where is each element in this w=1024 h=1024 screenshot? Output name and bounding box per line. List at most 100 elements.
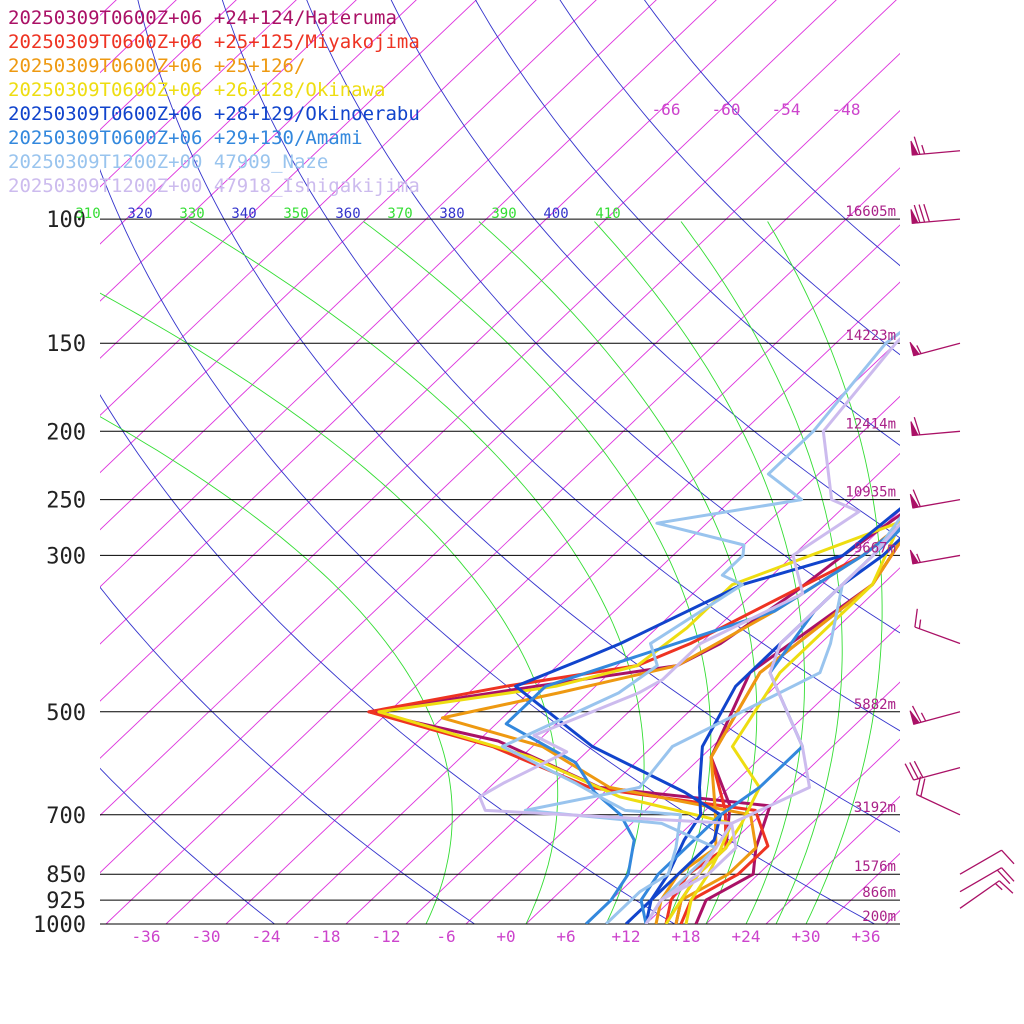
isotherm-line [225,281,900,924]
dewpoint-profile-line [664,533,897,924]
upper-isotherm-label: -48 [832,100,861,119]
temperature-profile-line [367,523,900,924]
legend-entry: 20250309T1200Z+00 47918_Ishigakijima [8,175,420,197]
height-label: 10935m [845,485,896,501]
height-label: 14223m [845,328,896,344]
isotherm-line [100,0,657,531]
temperature-tick-label: -18 [312,927,341,946]
wind-barb [915,776,961,816]
temperature-tick-label: +36 [852,927,881,946]
pressure-label: 850 [46,863,86,888]
height-label: 3192m [854,800,896,816]
temperature-tick-label: -6 [436,927,455,946]
upper-isotherm-label: -66 [652,100,681,119]
pressure-label: 100 [46,208,86,233]
isotherm-line [100,52,900,817]
isotherm-line [105,167,900,924]
wind-barb [910,203,961,224]
temperature-profile-line [500,330,900,924]
wind-barb [910,417,961,437]
temperature-profile-line [504,524,900,924]
height-label: 16605m [845,204,896,220]
isotherm-line [345,395,900,924]
pressure-label: 925 [46,889,86,914]
temperature-tick-label: -12 [372,927,401,946]
height-label: 1576m [854,859,896,875]
isotherm-line [585,624,900,924]
wind-barb [909,341,961,357]
isotherm-line [100,0,597,474]
wind-barb [959,880,1014,909]
theta-label: 310 [75,206,100,222]
temperature-tick-label: -36 [132,927,161,946]
moist-adiabat-line [680,221,843,924]
legend-entry: 20250309T0600Z+06 +28+129/Okinoerabu [8,103,420,125]
temperature-tick-label: +6 [556,927,575,946]
temperature-tick-label: +12 [612,927,641,946]
moist-adiabat-line [100,416,453,924]
wind-barb [909,705,961,725]
dry-adiabat-line [475,0,900,446]
dry-adiabat-line [390,0,900,539]
axis-labels: 100 16605m 150 14223m 200 12414m 250 10935m 300 9… [33,100,896,946]
pressure-label: 500 [46,701,86,726]
isotherm-line [100,0,897,759]
height-label: 12414m [845,416,896,432]
pressure-label: 700 [46,804,86,829]
temperature-tick-label: +24 [732,927,761,946]
temperature-tick-label: -30 [192,927,221,946]
isotherm-line [100,0,417,302]
moist-adiabat-line [100,292,559,924]
theta-label: 350 [283,206,308,222]
wind-barb [904,760,961,781]
temperature-tick-label: +30 [792,927,821,946]
upper-isotherm-label: -54 [772,100,801,119]
height-label: 9667m [854,540,896,556]
isotherm-line [100,110,900,874]
pressure-label: 300 [46,544,86,569]
legend: 20250309T0600Z+06 +24+124/Hateruma202503… [8,7,420,197]
isotherm-line [285,338,900,924]
wind-barb [910,136,961,156]
dewpoint-profile-line [644,522,900,924]
isotherm-line [525,567,900,924]
temperature-tick-label: +18 [672,927,701,946]
pressure-label: 1000 [33,913,86,938]
legend-entry: 20250309T0600Z+06 +29+130/Amami [8,127,363,149]
wind-barb [914,608,961,645]
upper-isotherm-label: -60 [712,100,741,119]
temperature-profile-line [440,523,900,924]
isotherm-line [645,681,900,924]
isotherm-line [100,0,837,702]
isotherm-line [100,0,537,417]
temperature-tick-label: -24 [252,927,281,946]
legend-entry: 20250309T0600Z+06 +25+125/Miyakojima [8,31,420,53]
theta-label: 410 [595,206,620,222]
legend-entry: 20250309T1200Z+00 47909_Naze [8,151,328,173]
height-label: 5882m [854,697,896,713]
temperature-tick-label: +0 [496,927,515,946]
moist-adiabat-line [594,221,805,924]
isotherm-line [100,0,477,359]
pressure-label: 250 [46,489,86,514]
wind-barb [959,867,1015,893]
temperature-profile-line [478,337,900,924]
theta-label: 390 [491,206,516,222]
height-label: 200m [862,909,896,925]
moist-adiabat-line [767,221,883,924]
moist-adiabat-line [363,221,712,924]
isotherm-line [405,452,900,924]
isotherm-line [465,510,900,924]
dry-adiabat-line [100,394,676,924]
theta-label: 380 [439,206,464,222]
theta-label: 330 [179,206,204,222]
legend-entry: 20250309T0600Z+06 +24+124/Hateruma [8,7,397,29]
dry-adiabat-line [306,0,900,634]
legend-entry: 20250309T0600Z+06 +26+128/Okinawa [8,79,386,101]
isotherm-line [100,0,777,645]
dry-adiabat-line [559,0,900,356]
isotherm-line [100,0,717,588]
dry-adiabat-line [221,0,900,732]
dewpoint-profile-line [654,539,900,924]
